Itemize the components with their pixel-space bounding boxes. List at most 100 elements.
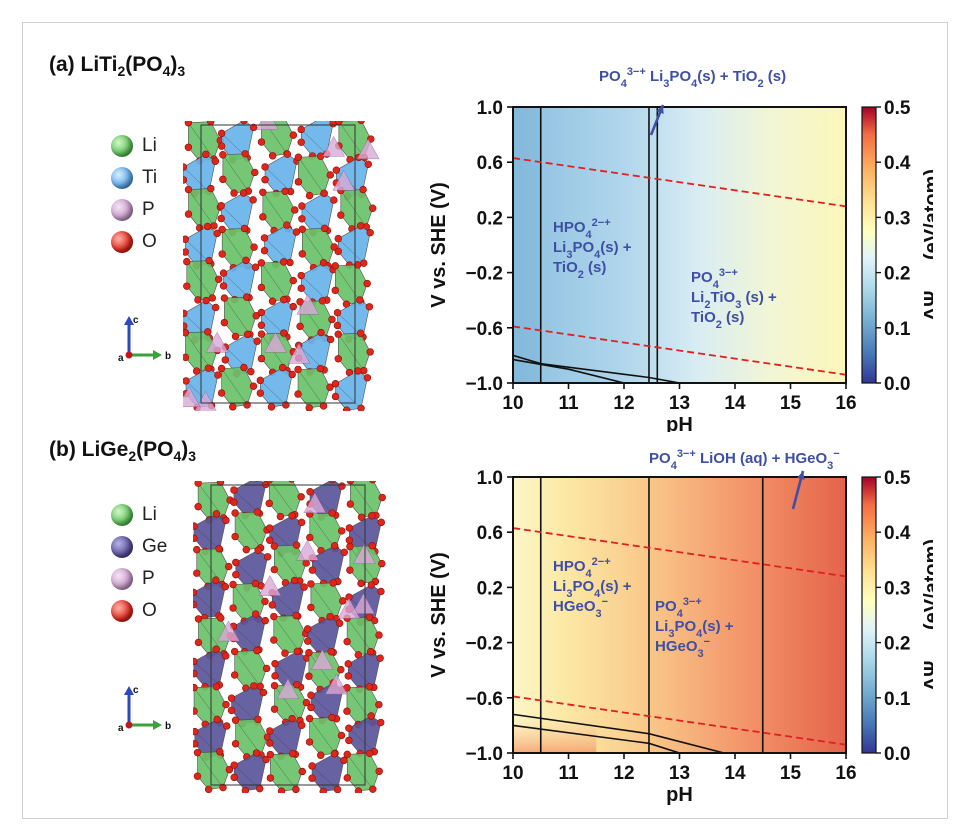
oxygen-atom	[217, 389, 226, 397]
x-tick-label: 10	[502, 393, 523, 414]
oxygen-atom	[222, 652, 230, 660]
colorbar	[861, 106, 877, 384]
oxygen-atom	[335, 619, 344, 627]
oxygen-atom	[317, 751, 325, 759]
oxygen-atom	[288, 370, 296, 379]
polyhedron-edge	[193, 661, 220, 686]
polyhedron	[264, 224, 297, 265]
oxygen-atom	[339, 597, 347, 605]
colorbar-tick-label: 0.0	[884, 744, 910, 765]
oxygen-atom	[303, 637, 312, 645]
oxygen-atom	[184, 210, 193, 218]
oxygen-atom	[319, 259, 328, 267]
oxygen-atom	[266, 750, 275, 759]
oxygen-atom	[302, 698, 311, 707]
oxygen-atom	[232, 558, 240, 567]
colorbar-tick-label: 0.1	[884, 319, 911, 340]
oxygen-atom	[231, 740, 240, 748]
oxygen-atom	[194, 502, 202, 511]
polyhedron-edge	[274, 685, 301, 721]
oxygen-atom	[366, 228, 374, 237]
legend-item-o: O	[111, 226, 157, 258]
oxygen-atom	[289, 131, 298, 139]
oxygen-atom	[219, 269, 228, 277]
oxygen-atom	[265, 499, 273, 508]
region-label: HPO42−+	[553, 217, 611, 241]
polyhedron-edge	[301, 129, 327, 155]
oxygen-atom	[232, 570, 240, 579]
oxygen-atom	[377, 718, 385, 727]
polyhedron-edge	[272, 592, 298, 617]
y-tick-label: 0.2	[477, 208, 503, 229]
polyhedron-edge	[348, 727, 375, 752]
oxygen-atom	[342, 406, 351, 411]
ge-atom-icon	[111, 536, 133, 558]
oxygen-atom	[366, 647, 375, 656]
oxygen-atom	[278, 363, 287, 372]
oxygen-atom	[270, 681, 279, 690]
phase-boundary	[512, 358, 625, 384]
oxygen-atom	[369, 481, 377, 484]
oxygen-atom	[298, 202, 306, 210]
oxygen-atom	[183, 248, 189, 256]
oxygen-atom	[305, 404, 313, 411]
oxygen-atom	[296, 322, 304, 331]
polyhedron	[234, 650, 267, 689]
polyhedron	[197, 751, 230, 790]
oxygen-atom	[230, 498, 238, 506]
phosphate-tetrahedron	[276, 678, 300, 700]
y-tick-label: −0.6	[465, 689, 503, 710]
oxygen-atom	[368, 512, 376, 520]
oxygen-atom	[193, 545, 201, 554]
oxygen-atom	[343, 774, 351, 782]
oxygen-atom	[194, 296, 202, 304]
x-tick-label: 16	[835, 393, 856, 414]
oxygen-atom	[217, 364, 226, 373]
oxygen-atom	[257, 321, 266, 329]
oxygen-atom	[343, 707, 351, 715]
phosphate-tetrahedron	[356, 138, 380, 160]
phosphate-tetrahedron	[303, 492, 327, 514]
oxygen-atom	[259, 188, 267, 196]
oxygen-atom	[298, 250, 307, 258]
oxygen-atom	[202, 150, 210, 159]
oxygen-atom	[251, 579, 260, 588]
polyhedron-edge	[335, 383, 362, 409]
y-tick-label: −1.0	[465, 744, 503, 765]
oxygen-atom	[205, 256, 213, 265]
polyhedron	[337, 225, 371, 266]
polyhedron	[340, 189, 374, 230]
y-tick-label: 0.6	[477, 523, 503, 544]
oxygen-atom	[270, 636, 278, 644]
oxygen-atom	[214, 371, 222, 379]
oxygen-atom	[283, 150, 292, 158]
oxygen-atom	[365, 613, 374, 621]
polyhedron	[269, 718, 303, 757]
oxygen-atom	[345, 536, 354, 544]
oxygen-atom	[243, 401, 251, 409]
oxygen-atom	[194, 638, 203, 647]
oxygen-atom	[378, 559, 386, 568]
oxygen-atom	[346, 500, 355, 508]
x-tick-label: 11	[558, 393, 579, 414]
x-tick-label: 12	[613, 393, 634, 414]
x-tick-label: 15	[780, 393, 802, 414]
oxygen-atom	[257, 354, 266, 363]
oxygen-atom	[268, 297, 277, 305]
x-tick-label: 16	[835, 763, 856, 784]
oxygen-atom	[376, 654, 384, 662]
svg-text:b: b	[165, 721, 171, 732]
oxygen-atom	[308, 762, 316, 770]
oxygen-atom	[260, 246, 269, 255]
oxygen-atom	[340, 756, 348, 765]
region-label: Li3PO4(s) +	[553, 239, 632, 261]
region-label: TiO2 (s)	[691, 309, 744, 331]
polyhedron-edge	[338, 334, 365, 371]
oxygen-atom	[300, 583, 308, 591]
oxygen-atom	[366, 348, 374, 356]
oxygen-atom	[306, 533, 314, 542]
oxygen-atom	[334, 330, 342, 338]
oxygen-atom	[256, 784, 264, 793]
oxygen-atom	[375, 700, 383, 709]
oxygen-atom	[297, 125, 305, 134]
